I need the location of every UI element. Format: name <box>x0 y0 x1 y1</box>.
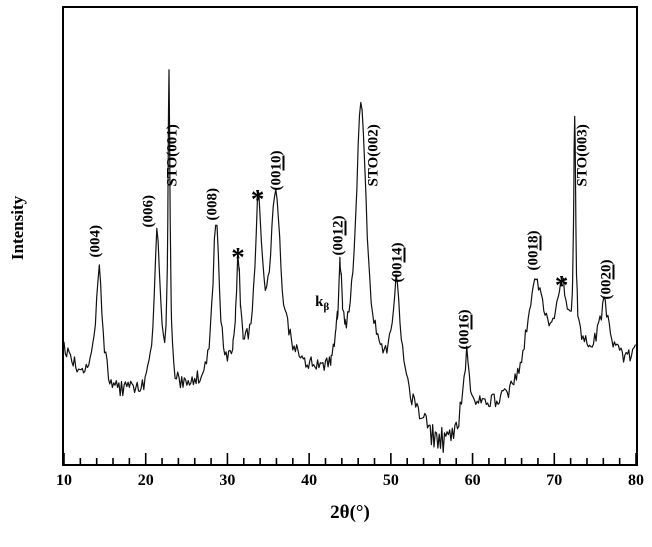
x-tick-label: 40 <box>301 472 318 489</box>
y-axis-label: Intensity <box>8 195 27 261</box>
xrd-plot-canvas <box>64 69 636 464</box>
x-tick-label: 80 <box>628 472 644 489</box>
x-tick-label: 30 <box>219 472 236 489</box>
plot-area: (004) (006) STO(001) (008) * * (0010) kβ (0012) S… <box>62 6 638 466</box>
x-tick-label: 50 <box>382 472 399 489</box>
x-tick-label: 10 <box>56 472 72 489</box>
x-tick-label: 60 <box>464 472 481 489</box>
x-axis-ticks <box>64 453 636 464</box>
x-axis-tick-labels: 10 20 30 40 50 60 70 80 <box>56 472 644 494</box>
x-axis-label: 2θ(°) <box>330 502 370 523</box>
x-tick-label: 20 <box>137 472 154 489</box>
x-tick-label: 70 <box>546 472 563 489</box>
xrd-curve <box>64 69 636 453</box>
